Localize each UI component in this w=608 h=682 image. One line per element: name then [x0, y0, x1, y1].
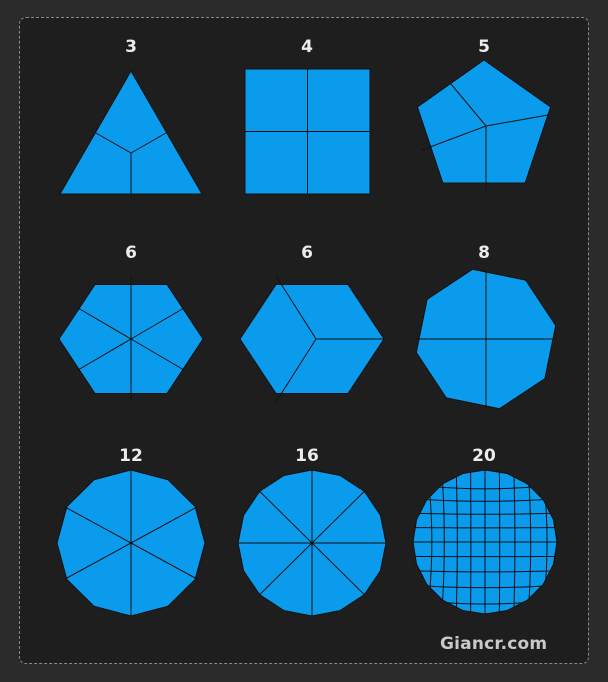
- cell-label: 5: [478, 37, 490, 57]
- subdivision-edge: [275, 338, 317, 403]
- subdivision-edge: [77, 338, 132, 371]
- grid-line-horizontal: [413, 584, 557, 589]
- cell-label: 12: [119, 446, 143, 466]
- subdivision-edge: [485, 114, 549, 127]
- shape-cell: 12: [56, 446, 206, 617]
- subdivision-edge: [275, 275, 317, 340]
- cell-label: 6: [301, 243, 313, 263]
- cell-label: 8: [478, 243, 490, 263]
- shape-cell: 6: [239, 243, 385, 403]
- subdivision-edge: [259, 491, 365, 595]
- subdivision-edge: [130, 542, 198, 580]
- shape-cell: 16: [237, 446, 387, 617]
- subdivision-edge: [130, 132, 167, 154]
- subdivision-edge: [130, 506, 198, 544]
- shape-cell: 20: [412, 446, 558, 615]
- subdivision-edge: [95, 132, 132, 154]
- grid-line-vertical: [527, 470, 532, 614]
- subdivision-edge: [450, 83, 487, 127]
- cell-label: 3: [125, 37, 137, 57]
- subdivision-edge: [130, 307, 185, 340]
- subdivision-edge: [421, 125, 487, 151]
- shape-cell: 8: [415, 243, 557, 410]
- grid-line-horizontal: [413, 570, 557, 573]
- cell-label: 6: [125, 243, 137, 263]
- shape-cell: 4: [244, 37, 371, 195]
- grid-line-vertical: [513, 470, 516, 614]
- subdivision-edge: [64, 542, 132, 580]
- hexagon-shape: [239, 283, 385, 395]
- shape-cell: 6: [58, 243, 204, 402]
- subdivision-edge: [64, 506, 132, 544]
- pentagon-shape: [416, 59, 552, 184]
- subdivision-edge: [77, 307, 132, 340]
- cell-label: 16: [295, 446, 319, 466]
- shape-cell: 3: [59, 37, 203, 195]
- cell-label: 20: [472, 446, 496, 466]
- shape-cell: 5: [416, 37, 552, 190]
- cell-label: 4: [301, 37, 313, 57]
- watermark-text: Giancr.com: [440, 634, 548, 654]
- subdivision-edge: [130, 338, 185, 371]
